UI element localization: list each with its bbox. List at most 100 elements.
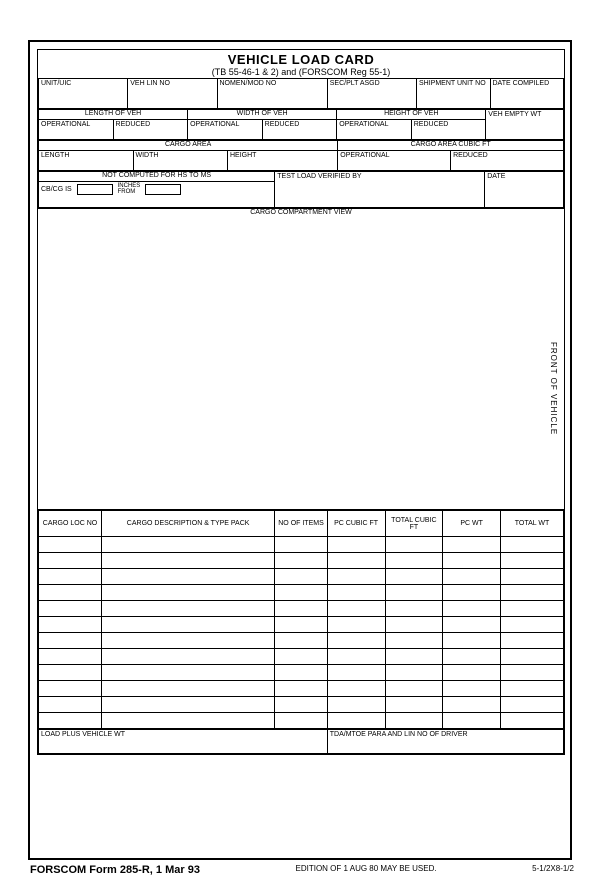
table-cell[interactable] [443,649,501,665]
table-cell[interactable] [443,601,501,617]
table-cell[interactable] [443,553,501,569]
table-row [39,665,564,681]
table-cell[interactable] [327,601,385,617]
table-cell[interactable] [275,617,328,633]
table-cell[interactable] [327,713,385,729]
table-cell[interactable] [443,665,501,681]
table-cell[interactable] [39,617,102,633]
table-cell[interactable] [39,649,102,665]
table-cell[interactable] [501,697,564,713]
table-cell[interactable] [102,585,275,601]
table-cell[interactable] [102,553,275,569]
table-cell[interactable] [102,713,275,729]
table-cell[interactable] [327,617,385,633]
form-edition: EDITION OF 1 AUG 80 MAY BE USED. [296,864,437,876]
table-cell[interactable] [275,649,328,665]
table-cell[interactable] [501,617,564,633]
table-cell[interactable] [39,537,102,553]
field-shipment-unit: SHIPMENT UNIT NO [417,79,491,109]
table-cell[interactable] [385,569,443,585]
table-cell[interactable] [275,697,328,713]
table-cell[interactable] [102,617,275,633]
table-cell[interactable] [501,713,564,729]
table-cell[interactable] [275,553,328,569]
table-cell[interactable] [443,697,501,713]
table-cell[interactable] [501,633,564,649]
table-cell[interactable] [501,537,564,553]
table-cell[interactable] [385,617,443,633]
table-cell[interactable] [39,585,102,601]
table-cell[interactable] [39,633,102,649]
table-cell[interactable] [443,585,501,601]
table-cell[interactable] [39,665,102,681]
field-load-plus-veh-wt: LOAD PLUS VEHICLE WT [39,730,328,754]
table-cell[interactable] [327,649,385,665]
table-cell[interactable] [443,617,501,633]
table-cell[interactable] [327,569,385,585]
table-cell[interactable] [501,665,564,681]
table-cell[interactable] [102,681,275,697]
table-cell[interactable] [385,649,443,665]
table-cell[interactable] [102,633,275,649]
table-cell[interactable] [501,649,564,665]
table-cell[interactable] [39,601,102,617]
table-cell[interactable] [327,697,385,713]
table-cell[interactable] [385,713,443,729]
table-cell[interactable] [102,649,275,665]
input-cbcg-box1[interactable] [77,184,113,195]
table-cell[interactable] [443,633,501,649]
table-cell[interactable] [385,633,443,649]
table-cell[interactable] [385,681,443,697]
table-cell[interactable] [102,697,275,713]
table-cell[interactable] [327,665,385,681]
table-cell[interactable] [443,713,501,729]
form-subtitle: (TB 55-46-1 & 2) and (FORSCOM Reg 55-1) [38,67,564,77]
table-cell[interactable] [385,665,443,681]
table-cell[interactable] [275,569,328,585]
table-cell[interactable] [275,585,328,601]
table-row [39,569,564,585]
table-cell[interactable] [275,665,328,681]
header-row-4: NOT COMPUTED FOR HS TO MS TEST LOAD VERI… [38,171,564,208]
table-cell[interactable] [39,713,102,729]
table-cell[interactable] [275,681,328,697]
table-cell[interactable] [327,537,385,553]
table-cell[interactable] [443,569,501,585]
table-cell[interactable] [327,681,385,697]
table-cell[interactable] [39,553,102,569]
hdr-not-computed: NOT COMPUTED FOR HS TO MS [39,172,275,182]
table-cell[interactable] [385,553,443,569]
table-cell[interactable] [501,553,564,569]
table-cell[interactable] [385,697,443,713]
table-cell[interactable] [501,569,564,585]
table-cell[interactable] [501,585,564,601]
table-cell[interactable] [501,601,564,617]
table-cell[interactable] [327,633,385,649]
table-cell[interactable] [102,665,275,681]
table-cell[interactable] [327,553,385,569]
table-cell[interactable] [102,537,275,553]
table-cell[interactable] [443,681,501,697]
table-cell[interactable] [275,601,328,617]
table-cell[interactable] [501,681,564,697]
col-total-wt: TOTAL WT [501,511,564,537]
col-no-items: NO OF ITEMS [275,511,328,537]
table-cell[interactable] [443,537,501,553]
table-row [39,649,564,665]
table-cell[interactable] [385,601,443,617]
table-cell[interactable] [102,601,275,617]
table-cell[interactable] [102,569,275,585]
table-cell[interactable] [39,697,102,713]
table-cell[interactable] [385,537,443,553]
table-cell[interactable] [385,585,443,601]
table-cell[interactable] [327,585,385,601]
label-cbcg-is: CB/CG IS [41,186,72,193]
table-cell[interactable] [275,537,328,553]
table-cell[interactable] [39,681,102,697]
table-cell[interactable] [275,633,328,649]
input-cbcg-box2[interactable] [145,184,181,195]
col-total-cubic: TOTAL CUBIC FT [385,511,443,537]
table-cell[interactable] [39,569,102,585]
header-row-3: CARGO AREA CARGO AREA CUBIC FT LENGTH WI… [38,140,564,171]
table-cell[interactable] [275,713,328,729]
